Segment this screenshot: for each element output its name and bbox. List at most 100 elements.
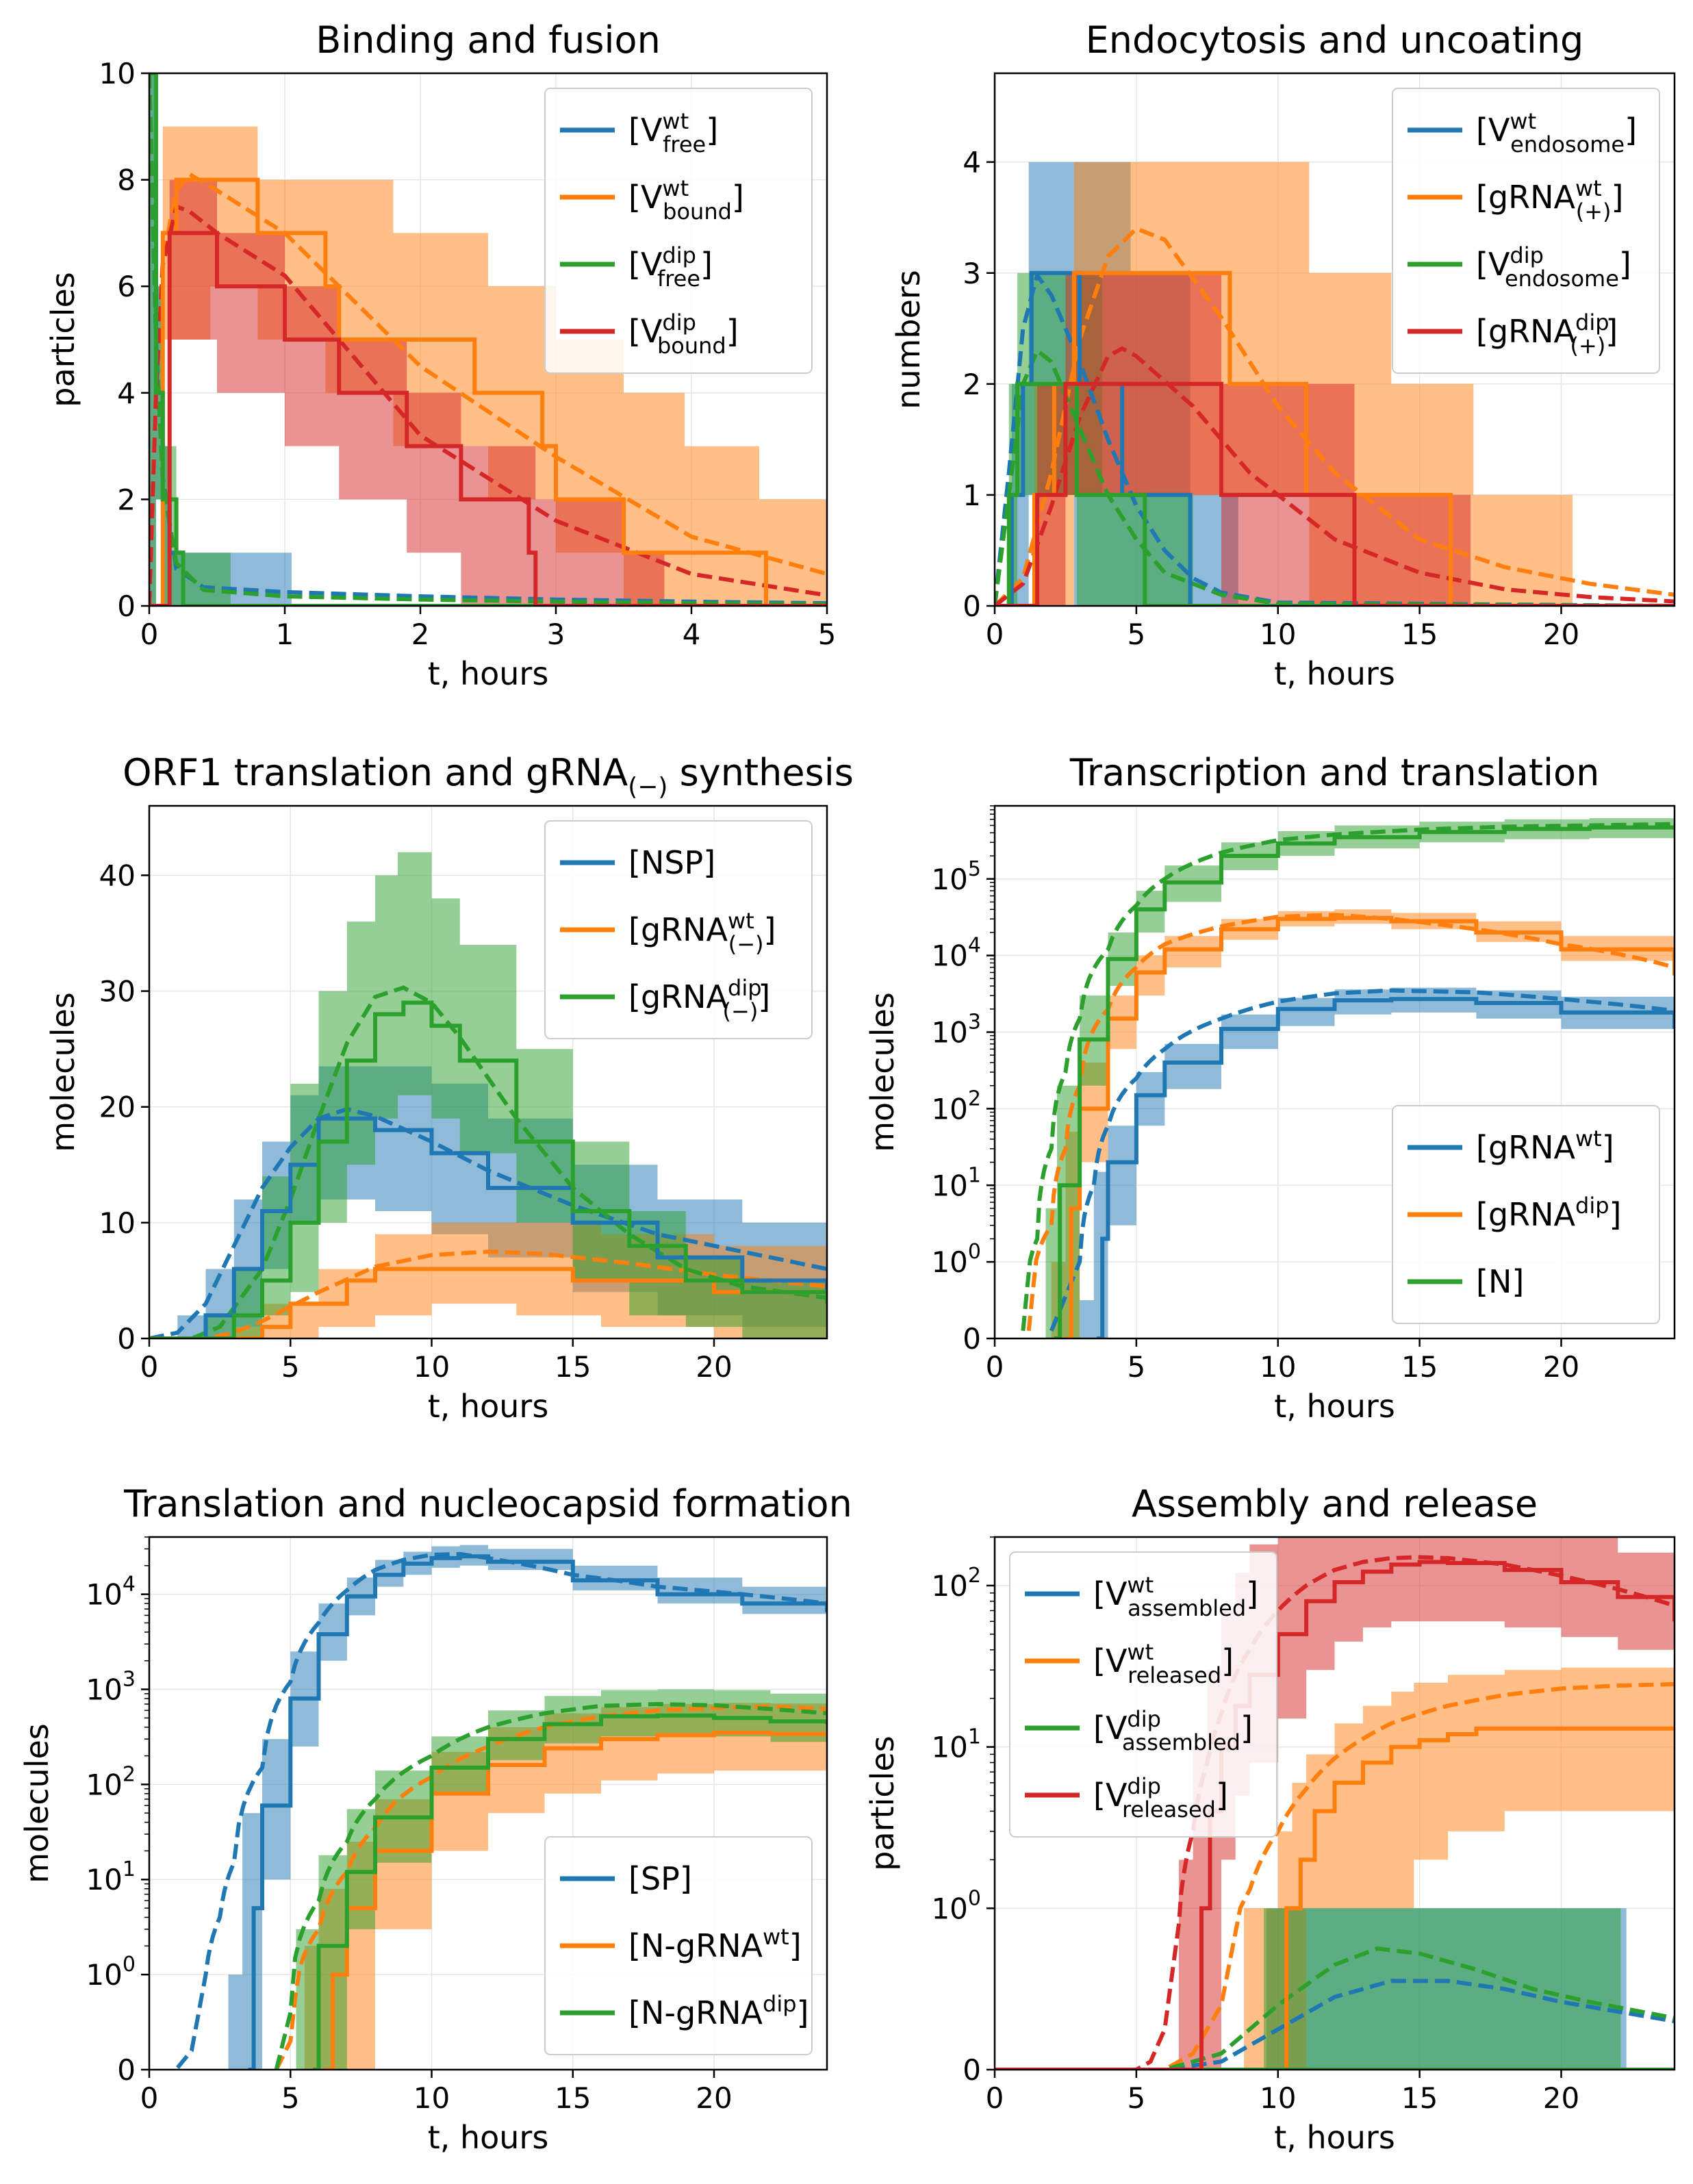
y-tick-label: 10 [99, 1206, 136, 1240]
step-line-1 [995, 1726, 1675, 2070]
mean-line-1 [149, 1249, 827, 1338]
step-line-0 [248, 1554, 827, 2070]
x-tick-label: 10 [1260, 1350, 1296, 1384]
step-line-1 [149, 1267, 827, 1338]
legend-box [1009, 1551, 1277, 1838]
legend-entry: [N-gRNAdip] [628, 1991, 809, 2031]
axes-frame [993, 1536, 1676, 2071]
y-tick-label: 102 [86, 1762, 136, 1801]
band-1 [1244, 1665, 1675, 2070]
y-tick-label: 10 [99, 57, 136, 90]
y-tick-label: 102 [931, 1087, 981, 1126]
mean-line-1 [1026, 913, 1675, 1332]
chart-panel-1: 0 5 10 15 20 0 1 2 3 4 Endocytosis and uncoating t,… [890, 18, 1676, 692]
mean-line-2 [149, 73, 827, 606]
y-tick-label: 0 [963, 1322, 981, 1356]
legend-entry: [Vwt free] [628, 108, 718, 157]
mean-line-2 [1021, 822, 1675, 1332]
legend-entry: [Vdip endosome] [1476, 242, 1631, 292]
y-tick-label: 104 [86, 1573, 136, 1612]
x-tick-label: 10 [1260, 2081, 1296, 2115]
legend-box [1392, 88, 1660, 374]
legend-entry: [gRNAwt (−)] [628, 908, 776, 957]
band-3 [1178, 1537, 1675, 2070]
legend-box [544, 820, 813, 1039]
step-line-2 [1054, 825, 1675, 1338]
legend: [Vwt free] [Vwt bound] [Vdip free] [Vdip bound] [544, 88, 813, 374]
x-axis-label: t, hours [1274, 1388, 1395, 1425]
y-tick-label: 103 [931, 1011, 981, 1050]
band-2 [1264, 1908, 1675, 2070]
legend-entry: [Vdip assembled] [1093, 1706, 1253, 1755]
y-tick-label: 8 [117, 164, 136, 197]
legend-entry: [N-gRNAwt] [628, 1924, 802, 1964]
y-tick-label: 0 [117, 1322, 136, 1356]
x-tick-label: 2 [411, 618, 430, 651]
chart-panel-4: 0 5 10 15 20 0 100 101 102 103 104 Translation and … [18, 1482, 852, 2156]
x-axis-label: t, hours [1274, 655, 1395, 692]
legend-entry: [gRNAwt (+)] [1476, 175, 1623, 225]
y-axis-label: molecules [864, 992, 901, 1152]
chart-title: Endocytosis and uncoating [1086, 18, 1584, 62]
axes-frame [148, 804, 828, 1340]
x-tick-label: 15 [1401, 2081, 1438, 2115]
mean-line-0 [175, 1551, 827, 2070]
x-tick-label: 15 [1401, 1350, 1438, 1384]
y-tick-label: 104 [931, 934, 981, 973]
legend-box [544, 1836, 813, 2055]
x-tick-label: 0 [140, 2081, 159, 2115]
mean-line-1 [995, 226, 1675, 606]
legend-entry: [NSP] [628, 844, 715, 881]
x-tick-label: 0 [140, 1350, 159, 1384]
y-axis-label: molecules [44, 992, 81, 1152]
y-tick-label: 1 [963, 479, 981, 512]
y-tick-label: 101 [931, 1725, 981, 1764]
x-tick-label: 5 [281, 2081, 300, 2115]
y-tick-label: 103 [86, 1667, 136, 1706]
y-tick-label: 100 [86, 1953, 136, 1992]
legend-entry: [Vdip released] [1093, 1773, 1228, 1823]
x-tick-label: 0 [986, 2081, 1004, 2115]
y-tick-label: 0 [963, 2053, 981, 2087]
plot-area [149, 73, 827, 606]
legend-entry: [gRNAdip (−)] [628, 975, 770, 1024]
mean-line-2 [274, 1701, 827, 2070]
x-tick-label: 5 [281, 1350, 300, 1384]
y-axis-label: numbers [890, 270, 927, 409]
y-tick-label: 100 [931, 1240, 981, 1279]
legend-entry: [SP] [628, 1860, 692, 1897]
x-tick-label: 3 [547, 618, 565, 651]
step-line-2 [313, 1713, 827, 2070]
legend-entry: [gRNAwt] [1476, 1126, 1614, 1166]
plot-area [995, 162, 1675, 606]
mean-line-1 [995, 1681, 1675, 2070]
plot-area [149, 852, 827, 1338]
step-line-1 [149, 177, 827, 606]
plot-area [1021, 817, 1675, 1338]
x-tick-label: 20 [696, 2081, 732, 2115]
x-tick-label: 20 [1543, 2081, 1579, 2115]
y-tick-label: 3 [963, 257, 981, 290]
y-tick-label: 101 [86, 1857, 136, 1896]
x-tick-label: 20 [1543, 618, 1579, 651]
y-tick-label: 4 [963, 146, 981, 179]
x-tick-label: 0 [986, 618, 1004, 651]
x-tick-label: 5 [1128, 1350, 1146, 1384]
y-axis-label: particles [44, 272, 81, 407]
x-tick-label: 15 [555, 1350, 591, 1384]
y-tick-label: 102 [931, 1564, 981, 1603]
x-tick-label: 10 [413, 1350, 450, 1384]
y-tick-label: 0 [117, 589, 136, 623]
axes-frame [148, 1536, 828, 2071]
x-tick-label: 10 [413, 2081, 450, 2115]
legend-entry: [Vwt endosome] [1476, 108, 1637, 157]
chart-title: Translation and nucleocapsid formation [123, 1482, 852, 1525]
chart-panel-2: 0 5 10 15 20 0 10 20 30 40 ORF1 translation and gR… [44, 751, 854, 1425]
x-axis-label: t, hours [428, 1388, 549, 1425]
legend: [NSP] [gRNAwt (−)] [gRNAdip (−)] [544, 820, 813, 1039]
legend-box [1392, 1105, 1660, 1324]
mean-line-0 [995, 270, 1675, 606]
legend-box [544, 88, 813, 374]
step-line-3 [995, 381, 1675, 606]
